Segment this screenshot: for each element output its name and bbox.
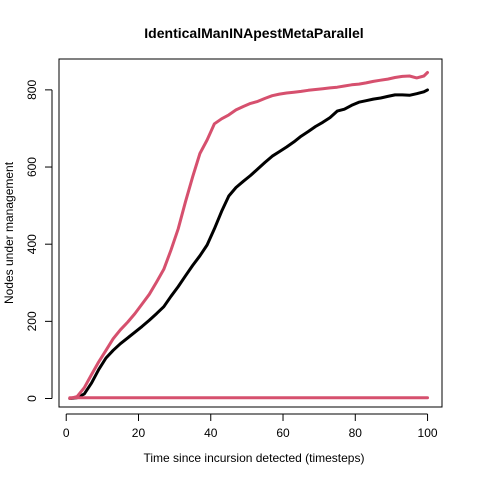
y-tick-label: 0	[25, 395, 39, 402]
y-axis: 0 200 400 600 800	[25, 80, 53, 402]
y-axis-label: Nodes under management	[2, 161, 16, 304]
series-layer	[68, 71, 429, 400]
x-tick-label: 40	[204, 426, 218, 440]
chart-title: IdenticalManINApestMetaParallel	[144, 25, 363, 41]
x-axis: 0 20 40 60 80 100	[63, 413, 438, 440]
x-tick-label: 100	[418, 426, 438, 440]
series-line-2	[68, 71, 429, 400]
x-tick-label: 20	[132, 426, 146, 440]
y-tick-label: 400	[25, 234, 39, 254]
y-tick-label: 800	[25, 80, 39, 100]
x-tick-label: 80	[349, 426, 363, 440]
x-tick-label: 0	[63, 426, 70, 440]
x-axis-label: Time since incursion detected (timesteps…	[144, 451, 365, 465]
plot-box	[58, 58, 443, 408]
x-tick-label: 60	[276, 426, 290, 440]
y-tick-label: 200	[25, 311, 39, 331]
series-line-1	[68, 88, 429, 400]
y-tick-label: 600	[25, 157, 39, 177]
